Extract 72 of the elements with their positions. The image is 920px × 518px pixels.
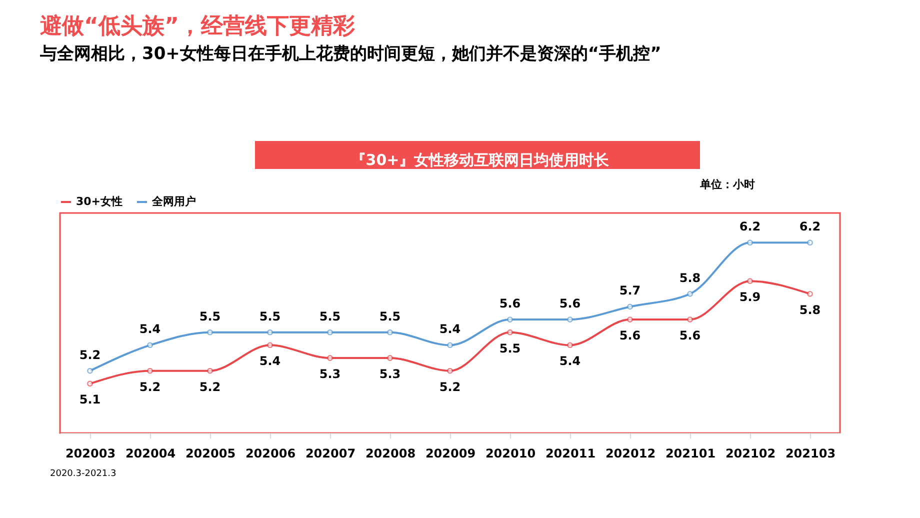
legend-label: 全网用户 [151, 195, 196, 208]
data-label: 5.5 [499, 341, 521, 356]
point [327, 355, 333, 361]
x-tick-label: 202008 [365, 446, 416, 460]
data-label: 5.8 [679, 270, 701, 285]
legend-label: 30+女性 [76, 195, 123, 208]
point [627, 316, 633, 322]
x-tick-label: 202005 [185, 446, 236, 460]
point [567, 316, 573, 322]
x-tick-label: 202006 [245, 446, 296, 460]
text: 『30+』女性移动互联网日均使用时长 [350, 151, 610, 169]
data-label: 5.9 [739, 290, 761, 304]
data-label: 5.4 [559, 354, 581, 368]
data-label: 5.5 [319, 309, 341, 324]
x-tick-label: 202007 [305, 446, 356, 460]
x-tick-label: 202009 [425, 446, 476, 460]
data-label: 5.2 [199, 380, 221, 394]
chart-title: 避做“低头族”，经营线下更精彩 [40, 14, 355, 39]
point [507, 329, 513, 336]
point [747, 278, 753, 284]
data-label: 5.6 [619, 328, 641, 343]
data-label: 5.2 [79, 348, 101, 362]
x-tick-label: 202003 [65, 446, 116, 460]
x-tick-label: 202102 [725, 446, 776, 460]
point [267, 342, 273, 348]
data-label: 5.6 [679, 328, 701, 343]
point [267, 329, 273, 336]
point [207, 329, 213, 336]
data-label: 5.5 [379, 309, 401, 324]
data-label: 5.4 [439, 322, 461, 336]
point [507, 316, 513, 322]
point [387, 355, 393, 361]
point [687, 316, 693, 322]
data-label: 5.7 [619, 284, 641, 298]
data-label: 5.5 [199, 309, 221, 324]
x-tick-label: 202011 [545, 446, 596, 460]
text: 2020.3-2021.3 [50, 469, 116, 479]
point [207, 368, 213, 374]
point [447, 342, 453, 348]
point [807, 240, 813, 246]
point [747, 240, 753, 246]
x-tick-label: 202004 [125, 446, 176, 460]
point [87, 368, 93, 374]
point [627, 304, 633, 310]
data-label: 5.3 [319, 367, 341, 381]
data-label: 5.2 [139, 380, 161, 394]
chart-subtitle: 与全网相比，30+女性每日在手机上花费的时间更短，她们并不是资深的“手机控” [39, 44, 662, 64]
point [387, 329, 393, 336]
data-label: 5.4 [139, 322, 161, 336]
data-label: 5.3 [379, 367, 401, 381]
data-label: 5.6 [499, 296, 521, 311]
data-label: 5.6 [559, 296, 581, 311]
x-tick-label: 202103 [785, 446, 836, 460]
point [807, 290, 813, 297]
point [87, 380, 93, 387]
point [147, 342, 153, 348]
x-tick-label: 202012 [605, 446, 656, 460]
data-label: 5.1 [79, 392, 101, 407]
data-label: 6.2 [739, 220, 761, 234]
point [327, 329, 333, 336]
data-label: 5.5 [259, 309, 281, 324]
data-label: 5.8 [799, 302, 821, 317]
data-label: 5.2 [439, 380, 461, 394]
data-label: 5.4 [259, 354, 281, 368]
point [687, 290, 693, 297]
point [567, 342, 573, 348]
x-tick-label: 202101 [665, 446, 716, 460]
x-tick-label: 202010 [485, 446, 536, 460]
point [147, 368, 153, 374]
data-label: 6.2 [799, 220, 821, 234]
point [447, 368, 453, 374]
text: 单位：小时 [699, 178, 755, 191]
